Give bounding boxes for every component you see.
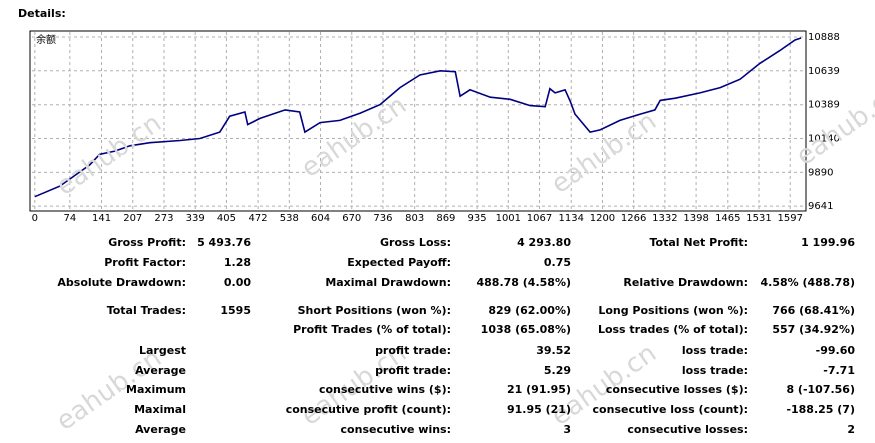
chart-frame <box>29 30 807 212</box>
stat-label: consecutive profit (count): <box>286 403 451 416</box>
stat-label: profit trade: <box>375 344 451 357</box>
stat-label: consecutive wins ($): <box>319 383 451 396</box>
stat-label: Loss trades (% of total): <box>598 323 748 336</box>
stat-label: Profit Factor: <box>104 256 186 269</box>
y-tick-label: 10140 <box>808 133 840 144</box>
stat-label: Average <box>135 423 186 436</box>
stat-value: 39.52 <box>536 344 571 357</box>
stat-value: 1 199.96 <box>801 236 855 249</box>
x-tick-label: 670 <box>342 213 361 224</box>
x-tick-label: 1465 <box>715 213 740 224</box>
stat-value: 91.95 (21) <box>507 403 571 416</box>
series-label: 余额 <box>36 33 56 46</box>
x-tick-label: 141 <box>92 213 111 224</box>
x-tick-label: 538 <box>280 213 299 224</box>
stat-value: 4 293.80 <box>517 236 571 249</box>
stat-label: Maximal Drawdown: <box>325 276 451 289</box>
stat-label: Largest <box>139 344 186 357</box>
x-tick-label: 1531 <box>746 213 771 224</box>
stat-value: -188.25 (7) <box>786 403 855 416</box>
stat-value: -99.60 <box>816 344 856 357</box>
x-tick-label: 1200 <box>590 213 615 224</box>
x-tick-label: 1398 <box>683 213 708 224</box>
stat-value: 766 (68.41%) <box>772 304 855 317</box>
stat-label: Maximal <box>134 403 186 416</box>
y-tick-label: 9641 <box>808 201 833 212</box>
stat-label: Short Positions (won %): <box>298 304 451 317</box>
stat-value: 5 493.76 <box>197 236 251 249</box>
stat-label: loss trade: <box>682 344 748 357</box>
stat-value: -7.71 <box>823 364 855 377</box>
stat-label: Profit Trades (% of total): <box>293 323 451 336</box>
x-tick-label: 1067 <box>527 213 552 224</box>
x-tick-label: 1332 <box>652 213 677 224</box>
stat-label: Gross Loss: <box>380 236 451 249</box>
x-tick-label: 869 <box>436 213 455 224</box>
x-tick-label: 803 <box>405 213 424 224</box>
stat-value: 5.29 <box>544 364 571 377</box>
stat-label: Expected Payoff: <box>347 256 451 269</box>
stat-label: consecutive wins: <box>341 423 451 436</box>
stat-value: 3 <box>563 423 571 436</box>
stat-value: 829 (62.00%) <box>488 304 571 317</box>
x-tick-label: 472 <box>249 213 268 224</box>
stat-value: 4.58% (488.78) <box>761 276 856 289</box>
x-tick-label: 935 <box>468 213 487 224</box>
stat-label: Long Positions (won %): <box>598 304 748 317</box>
x-tick-label: 273 <box>154 213 173 224</box>
y-tick-label: 9890 <box>808 167 833 178</box>
x-tick-label: 1597 <box>778 213 803 224</box>
x-tick-label: 736 <box>373 213 392 224</box>
stat-label: Maximum <box>126 383 186 396</box>
stat-value: 0.75 <box>544 256 571 269</box>
y-tick-label: 10639 <box>808 66 840 77</box>
stat-value: 1038 (65.08%) <box>481 323 571 336</box>
x-tick-label: 405 <box>217 213 236 224</box>
stat-value: 8 (-107.56) <box>786 383 855 396</box>
x-tick-label: 0 <box>32 213 38 224</box>
x-tick-label: 1001 <box>496 213 521 224</box>
stat-label: Total Net Profit: <box>650 236 749 249</box>
y-tick-label: 10389 <box>808 100 840 111</box>
stat-value: 1.28 <box>224 256 251 269</box>
x-tick-label: 339 <box>186 213 205 224</box>
stat-value: 0.00 <box>224 276 251 289</box>
stat-value: 557 (34.92%) <box>772 323 855 336</box>
stat-label: consecutive losses: <box>627 423 748 436</box>
stat-label: Average <box>135 364 186 377</box>
x-tick-label: 1134 <box>559 213 584 224</box>
balance-line <box>34 37 802 198</box>
stat-label: Absolute Drawdown: <box>57 276 186 289</box>
stat-value: 2 <box>847 423 855 436</box>
stat-label: profit trade: <box>375 364 451 377</box>
stat-label: Relative Drawdown: <box>623 276 748 289</box>
stat-value: 488.78 (4.58%) <box>477 276 572 289</box>
y-tick-label: 10888 <box>808 32 840 43</box>
stat-label: loss trade: <box>682 364 748 377</box>
x-tick-label: 1266 <box>621 213 646 224</box>
x-tick-label: 604 <box>311 213 330 224</box>
stat-value: 1595 <box>220 304 251 317</box>
stat-value: 21 (91.95) <box>507 383 571 396</box>
stat-label: Gross Profit: <box>108 236 186 249</box>
x-tick-label: 207 <box>123 213 142 224</box>
stat-label: Total Trades: <box>107 304 186 317</box>
x-tick-label: 74 <box>63 213 76 224</box>
stat-label: consecutive losses ($): <box>606 383 748 396</box>
details-title: Details: <box>18 7 66 20</box>
stat-label: consecutive loss (count): <box>593 403 748 416</box>
